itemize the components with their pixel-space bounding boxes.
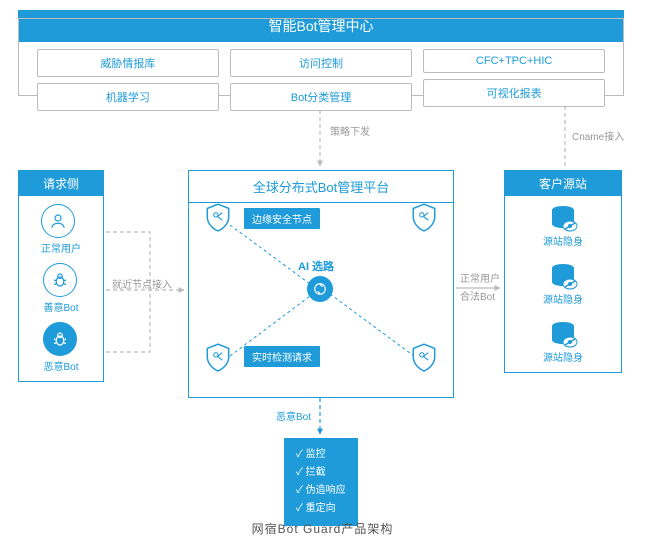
- shield-tl: [204, 202, 232, 232]
- top-col-2: CFC+TPC+HIC 可视化报表: [423, 49, 605, 83]
- arrow-request-bottom: [106, 290, 150, 352]
- action-block: 拦截: [296, 464, 346, 482]
- origin-panel: 客户源站 源站隐身 源站隐身 源站隐身: [504, 170, 622, 373]
- shield-br: [410, 342, 438, 372]
- action-fakeresp: 伪造响应: [296, 482, 346, 500]
- ai-node-icon: [307, 276, 333, 302]
- bug-bad-icon: [43, 322, 77, 356]
- top-col-1: 访问控制 Bot分类管理: [230, 49, 412, 83]
- pill-threat-intel: 威胁情报库: [37, 49, 219, 77]
- label-malicious: 恶意Bot: [276, 408, 311, 423]
- label-req-in: 就近节点接入: [112, 276, 172, 291]
- database-icon: [548, 320, 578, 348]
- label-legit-bot: 合法Bot: [460, 288, 495, 303]
- origin-label-1: 源站隐身: [543, 291, 583, 306]
- pill-access-control: 访问控制: [230, 49, 412, 77]
- user-icon: [41, 204, 75, 238]
- action-redirect: 重定向: [296, 500, 346, 518]
- origin-body: 源站隐身 源站隐身 源站隐身: [505, 196, 621, 372]
- request-label-bad: 恶意Bot: [43, 358, 78, 373]
- request-item-bad-bot: 恶意Bot: [43, 322, 78, 373]
- action-monitor: 监控: [296, 446, 346, 464]
- request-label-good: 善意Bot: [43, 299, 78, 314]
- center-header: 全球分布式Bot管理平台: [189, 171, 453, 203]
- pill-reports: 可视化报表: [423, 79, 605, 107]
- label-policy: 策略下发: [330, 123, 370, 138]
- origin-label-0: 源站隐身: [543, 233, 583, 248]
- request-header: 请求侧: [19, 171, 103, 196]
- shield-tr: [410, 202, 438, 232]
- ai-label: AI 选路: [298, 258, 334, 274]
- request-label-user: 正常用户: [41, 240, 81, 255]
- origin-item-0: 源站隐身: [543, 204, 583, 248]
- tag-edge: 边缘安全节点: [244, 208, 320, 229]
- origin-item-1: 源站隐身: [543, 262, 583, 306]
- tag-detect: 实时检测请求: [244, 346, 320, 367]
- request-panel: 请求侧 正常用户 善意Bot 恶意Bot: [18, 170, 104, 382]
- origin-item-2: 源站隐身: [543, 320, 583, 364]
- request-body: 正常用户 善意Bot 恶意Bot: [19, 196, 103, 381]
- database-icon: [548, 262, 578, 290]
- bug-good-icon: [43, 263, 77, 297]
- pill-cfc: CFC+TPC+HIC: [423, 49, 605, 73]
- pill-ml: 机器学习: [37, 83, 219, 111]
- origin-header: 客户源站: [505, 171, 621, 196]
- database-icon: [548, 204, 578, 232]
- shield-bl: [204, 342, 232, 372]
- request-item-user: 正常用户: [41, 204, 81, 255]
- label-cname: Cname接入: [572, 128, 624, 143]
- origin-label-2: 源站隐身: [543, 349, 583, 364]
- actions-box: 监控 拦截 伪造响应 重定向: [284, 438, 358, 526]
- caption: 网宿Bot Guard产品架构: [0, 520, 645, 537]
- pill-bot-classify: Bot分类管理: [230, 83, 412, 111]
- top-col-0: 威胁情报库 机器学习: [37, 49, 219, 83]
- label-normal-user: 正常用户: [460, 270, 500, 285]
- request-item-good-bot: 善意Bot: [43, 263, 78, 314]
- top-box: 威胁情报库 机器学习 访问控制 Bot分类管理 CFC+TPC+HIC 可视化报…: [18, 18, 624, 96]
